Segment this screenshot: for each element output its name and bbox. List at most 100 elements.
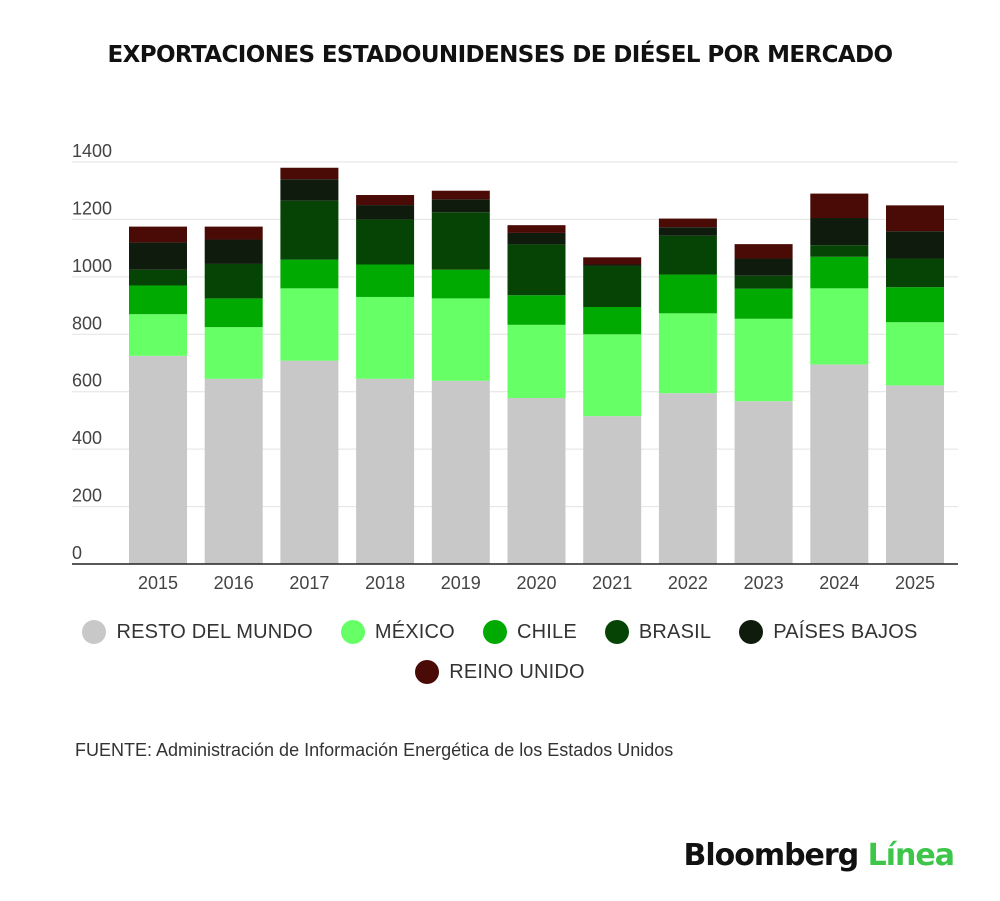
bar-segment: [280, 259, 339, 289]
legend-label: BRASIL: [638, 620, 712, 643]
bar-segment: [507, 225, 566, 233]
bar-segment: [280, 288, 339, 361]
legend-item: REINO UNIDO: [415, 660, 585, 684]
bar-segment: [734, 318, 793, 402]
bar-segment: [431, 269, 490, 299]
bar-segment: [583, 307, 642, 335]
x-tick-label: 2019: [441, 573, 481, 593]
bar-segment: [204, 263, 263, 299]
bar-segment: [280, 179, 339, 201]
bar-segment: [734, 401, 793, 564]
bar-segment: [734, 275, 793, 289]
bar-segment: [129, 269, 187, 286]
bar-segment: [886, 322, 944, 386]
bar-segment: [129, 314, 187, 356]
bar-segment: [356, 219, 415, 265]
bar-segment: [507, 324, 566, 399]
bar-segment: [658, 393, 717, 564]
bar-segment: [810, 217, 869, 246]
bar-segment: [886, 258, 944, 288]
bar-segment: [204, 327, 263, 379]
bar-segment: [280, 167, 339, 180]
bar-segment: [658, 274, 717, 314]
bar-segment: [658, 235, 717, 275]
x-tick-label: 2022: [668, 573, 708, 593]
bar-segment: [507, 398, 566, 564]
legend-swatch: [482, 620, 507, 644]
x-tick-label: 2017: [289, 573, 329, 593]
bar-segment: [583, 257, 642, 265]
bar-segment: [280, 200, 339, 260]
y-tick-label: 1200: [72, 198, 112, 218]
bar-segment: [431, 199, 490, 213]
legend-row: RESTO DEL MUNDO MÉXICO CHILE BRASIL PAÍSES B…: [0, 620, 1000, 644]
legend-item: PAÍSES BAJOS: [739, 620, 917, 644]
bar-segment: [204, 378, 263, 564]
bar-segment: [129, 285, 187, 315]
legend-swatch: [82, 620, 107, 644]
y-tick-label: 1400: [72, 141, 112, 161]
bar-segment: [810, 288, 869, 365]
bar-segment: [431, 190, 490, 200]
bar-segment: [583, 265, 642, 308]
bar-segment: [658, 313, 717, 394]
legend-item: RESTO DEL MUNDO: [82, 620, 313, 644]
legend-item: MÉXICO: [340, 620, 455, 644]
y-tick-label: 400: [72, 428, 102, 448]
y-tick-label: 1000: [72, 256, 112, 276]
bar-segment: [431, 298, 490, 381]
x-tick-label: 2015: [138, 573, 178, 593]
bar-segment: [280, 360, 339, 564]
legend-label: CHILE: [516, 620, 577, 643]
bar-segment: [583, 264, 642, 266]
bar-segment: [507, 244, 566, 296]
legend-label: REINO UNIDO: [449, 660, 585, 683]
bar-segment: [886, 385, 944, 564]
legend-swatch: [415, 660, 440, 684]
bar-segment: [810, 193, 869, 218]
legend-item: CHILE: [482, 620, 577, 644]
legend-label: RESTO DEL MUNDO: [116, 620, 313, 643]
bar-segment: [356, 296, 415, 379]
bar-segment: [734, 244, 793, 259]
legend-row: REINO UNIDO: [0, 660, 1000, 684]
y-tick-label: 0: [72, 543, 82, 563]
x-tick-label: 2025: [895, 573, 935, 593]
y-tick-label: 200: [72, 486, 102, 506]
bar-segment: [204, 298, 263, 328]
bar-segment: [129, 242, 187, 270]
bar-segment: [356, 378, 415, 564]
bar-segment: [507, 232, 566, 245]
bar-segment: [356, 195, 415, 206]
logo-linea: Línea: [867, 838, 955, 873]
bar-segment: [356, 205, 415, 220]
bar-segment: [129, 226, 187, 243]
y-tick-label: 600: [72, 371, 102, 391]
bar-segment: [810, 364, 869, 564]
x-tick-label: 2020: [516, 573, 556, 593]
bar-segment: [129, 355, 187, 564]
bar-segment: [431, 212, 490, 270]
stacked-bar-chart: 0 200 400 600 800 1000 1200 1400 2015 2016 2017 201…: [72, 141, 958, 593]
logo-bloomberg: Bloomberg: [683, 838, 859, 873]
bar-segment: [204, 226, 263, 240]
x-tick-label: 2018: [365, 573, 405, 593]
legend-item: BRASIL: [604, 620, 712, 644]
bar-segment: [583, 334, 642, 417]
bar-segment: [886, 231, 944, 259]
chart-title: EXPORTACIONES ESTADOUNIDENSES DE DIÉSEL …: [107, 42, 893, 68]
x-tick-label: 2024: [819, 573, 859, 593]
bar-segment: [204, 239, 263, 264]
legend-swatch: [739, 620, 764, 644]
bar-segment: [431, 380, 490, 564]
legend-swatch: [340, 620, 365, 644]
bar-segment: [886, 287, 944, 323]
x-tick-label: 2023: [744, 573, 784, 593]
source-note: FUENTE: Administración de Información En…: [75, 740, 674, 760]
legend-label: PAÍSES BAJOS: [773, 620, 918, 643]
bar-segment: [810, 256, 869, 289]
bar-segment: [658, 227, 717, 236]
bar-segment: [583, 416, 642, 564]
bar-segment: [810, 245, 869, 257]
legend-swatch: [604, 620, 629, 644]
